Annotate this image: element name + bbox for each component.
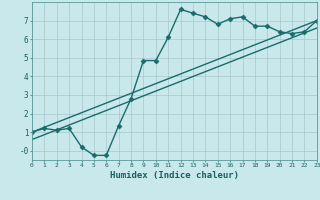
- X-axis label: Humidex (Indice chaleur): Humidex (Indice chaleur): [110, 171, 239, 180]
